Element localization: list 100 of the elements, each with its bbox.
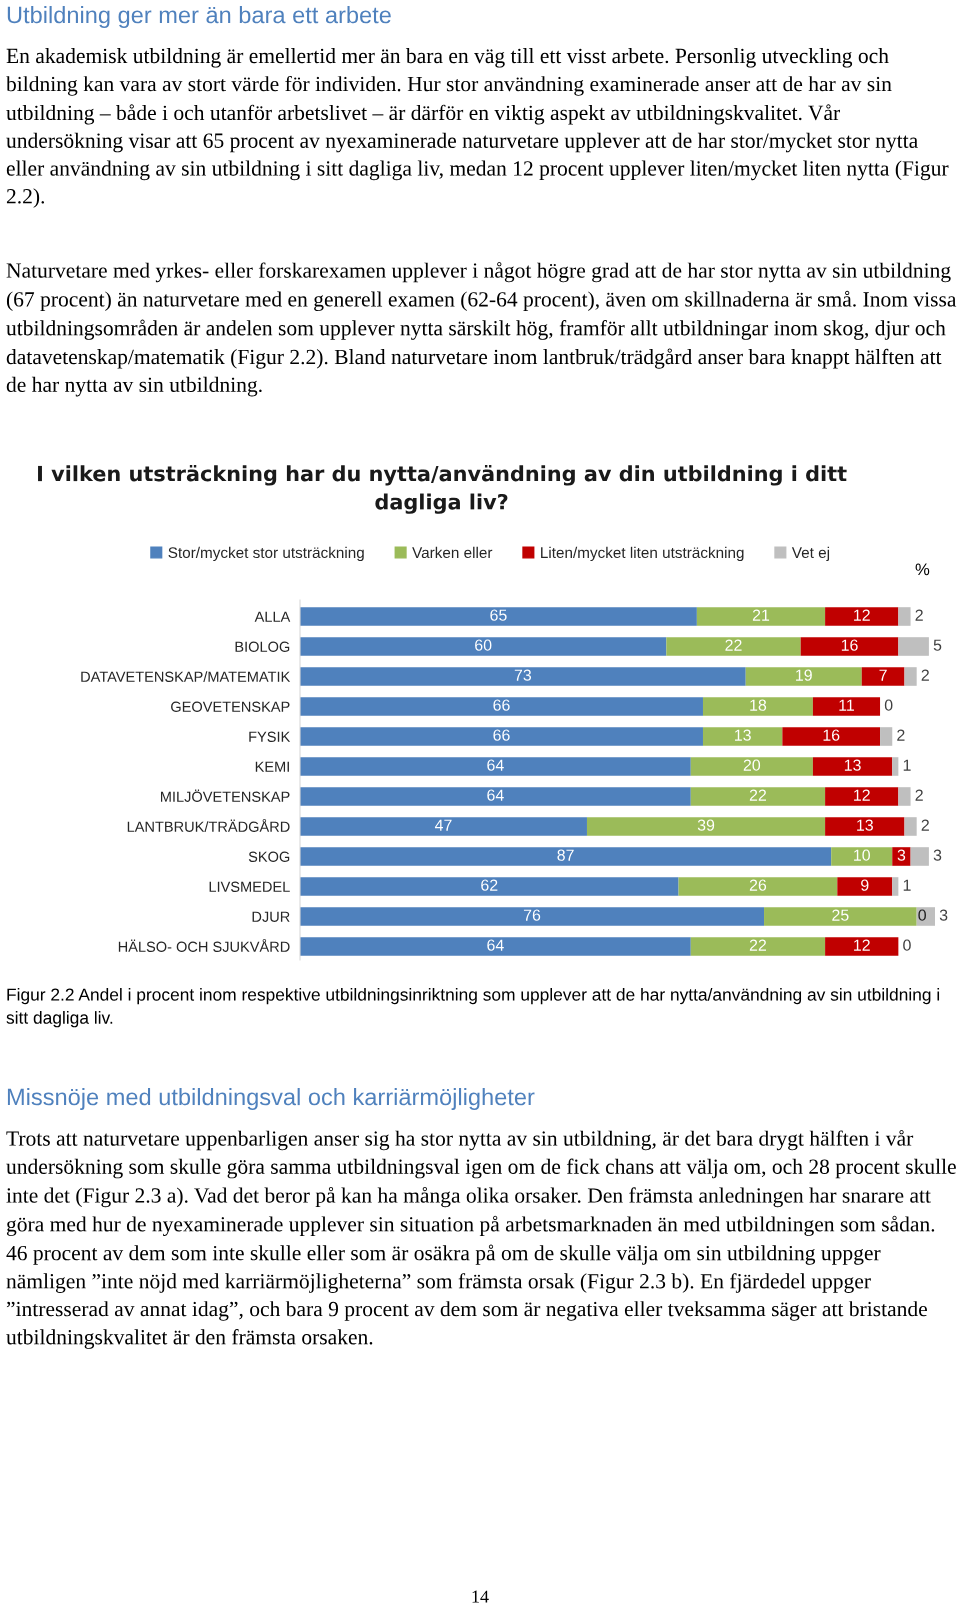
data-label: 22 <box>749 789 767 801</box>
chart-title: I vilken utsträckning har du nytta/användning av din utbildning i ditt dagliga liv? <box>38 465 847 514</box>
data-label: 22 <box>725 639 742 651</box>
y-tick-label: SKOG <box>248 851 290 862</box>
data-label: 13 <box>857 819 873 831</box>
data-label: 3 <box>897 849 906 861</box>
data-label: 13 <box>735 729 751 741</box>
bar <box>690 787 826 806</box>
text: En akademisk utbildning är emellertid mer än bara en väg till ett visst arbete. Personlig utveckling och bildning kan vara av stort värde för individen. Hur stor användning examinerade anser att de har av sin utbildning – både i och utanför arbetslivet – är därför en viktig aspekt av utbildningskvalitet. Vår undersökning visar att 65 procent av nyexaminerade naturvetare upplever att de har stor/mycket stor nytta eller användning av sin utbildning i sitt dagliga liv, medan 12 procent upplever liten/mycket liten nytta (Figur 2.2). <box>6 48 949 208</box>
bar <box>904 667 917 686</box>
text: % <box>915 563 930 576</box>
bar <box>904 817 917 836</box>
bar <box>690 937 826 956</box>
data-label: 20 <box>743 759 761 771</box>
text: Trots att naturvetare uppenbarligen anser sig ha stor nytta av sin utbildning, är det bara drygt hälften i vår undersökning som skulle göra samma utbildningsval igen om de fick chans att välja om, och 28 procent skulle inte det (Figur 2.3 a). Vad det beror på kan ha många olika orsaker. Den främsta anledningen har snarare att göra med hur de nyexaminerade upplever sin situation på arbetsmarknaden än med utbildningen som sådan. 46 procent av dem som inte skulle eller som är osäkra på om de skulle välja om sin utbildning uppger nämligen ”inte nöjd med karriärmöjligheterna” som främsta orsak (Figur 2.3 b). En fjärdedel uppger ”intresserad av annat idag”, och bara 9 procent av dem som är negativa eller tveksamma säger att bristande utbildningskvalitet är den främsta orsaken. <box>6 1130 956 1349</box>
bar <box>300 607 697 626</box>
bar <box>300 637 667 656</box>
text: Naturvetare med yrkes- eller forskarexamen upplever i något högre grad att de har stor nytta av sin utbildning (67 procent) än naturvetare med en generell examen (62-64 procent), även om skillnaderna är små. Inom vissa utbildningsområden är andelen som upplever nytta särskilt hög, framför allt utbildningar inom skog, djur och datavetenskap/matematik (Figur 2.2). Bland naturvetare inom lantbruk/trädgård anser bara knappt hälften att de har nytta av sin utbildning. <box>6 262 957 397</box>
data-label: 64 <box>487 939 504 951</box>
bar <box>812 757 893 776</box>
bar <box>782 727 881 746</box>
data-label: 76 <box>523 909 541 921</box>
data-label: 19 <box>796 669 812 681</box>
bar <box>300 847 832 866</box>
legend-label: Varken eller <box>412 546 493 559</box>
y-tick-label: BIOLOG <box>235 641 290 652</box>
data-label: 18 <box>750 699 767 711</box>
bar <box>825 817 905 836</box>
bar <box>300 817 587 836</box>
data-label: 2 <box>897 729 905 741</box>
bar <box>861 667 905 686</box>
bar <box>300 787 691 806</box>
data-label: 2 <box>921 819 929 831</box>
data-label: 0 <box>918 909 926 921</box>
data-label: 26 <box>749 879 767 891</box>
bar <box>831 847 893 866</box>
data-label: 0 <box>903 939 911 951</box>
bar <box>300 697 703 716</box>
bar <box>300 727 703 746</box>
y-tick-label: GEOVETENSKAP <box>171 701 290 712</box>
y-tick-label: FYSIK <box>249 731 291 742</box>
data-label: 64 <box>487 759 504 771</box>
bar <box>825 787 899 806</box>
data-label: 3 <box>939 909 948 921</box>
bar <box>666 637 801 656</box>
data-label: 3 <box>933 849 942 861</box>
data-label: 9 <box>861 879 869 891</box>
bar <box>745 667 862 686</box>
data-label: 21 <box>752 609 770 621</box>
data-label: 2 <box>915 789 923 801</box>
bar <box>586 817 826 836</box>
bar <box>825 607 899 626</box>
bar <box>300 907 765 926</box>
text: Missnöje med utbildningsval och karriärmöjligheter <box>7 1088 535 1111</box>
data-label: 47 <box>434 819 452 831</box>
bar <box>892 877 899 896</box>
bar <box>702 727 783 746</box>
y-tick-label: DATAVETENSKAP/MATEMATIK <box>81 671 291 682</box>
data-label: 1 <box>903 759 911 771</box>
data-label: 1 <box>903 879 911 891</box>
data-label: 64 <box>487 789 504 801</box>
data-label: 73 <box>514 669 532 681</box>
data-label: 5 <box>933 639 942 651</box>
data-label: 16 <box>823 729 840 741</box>
bar <box>892 757 899 776</box>
data-label: 60 <box>475 639 492 651</box>
y-tick-label: LIVSMEDEL <box>209 881 290 892</box>
data-label: 2 <box>915 609 923 621</box>
bar <box>837 877 893 896</box>
bar <box>898 787 911 806</box>
bar <box>690 757 813 776</box>
y-tick-label: HÄLSO- OCH SJUKVÅRD <box>118 939 290 952</box>
bar <box>300 667 746 686</box>
bar <box>702 697 813 716</box>
data-label: 22 <box>749 939 767 951</box>
bar <box>800 637 899 656</box>
y-tick-label: LANTBRUK/TRÄDGÅRD <box>127 819 290 832</box>
y-tick-label: MILJÖVETENSKAP <box>161 789 290 802</box>
data-label: 16 <box>841 639 858 651</box>
bar <box>300 937 691 956</box>
y-tick-label: ALLA <box>254 611 291 622</box>
bar <box>898 607 911 626</box>
legend-label: Vet ej <box>791 546 830 562</box>
text: Figur 2.2 Andel i procent inom respektive utbildningsinriktning som upplever att de har nytta/användning av sin utbildning i sitt dagliga liv. <box>6 988 940 1028</box>
bar <box>678 877 838 896</box>
data-label: 13 <box>844 759 861 771</box>
data-label: 10 <box>854 849 870 861</box>
data-label: 87 <box>557 849 574 861</box>
bar <box>910 847 929 866</box>
data-label: 12 <box>854 939 870 951</box>
bar <box>300 757 691 776</box>
data-label: 25 <box>832 909 849 921</box>
bar <box>825 937 899 956</box>
data-label: 0 <box>884 699 893 711</box>
text: Utbildning ger mer än bara ett arbete <box>7 6 391 29</box>
bar <box>916 907 935 926</box>
bar <box>764 907 917 926</box>
y-tick-label: DJUR <box>252 911 290 922</box>
bar <box>892 847 911 866</box>
data-label: 66 <box>493 729 510 741</box>
